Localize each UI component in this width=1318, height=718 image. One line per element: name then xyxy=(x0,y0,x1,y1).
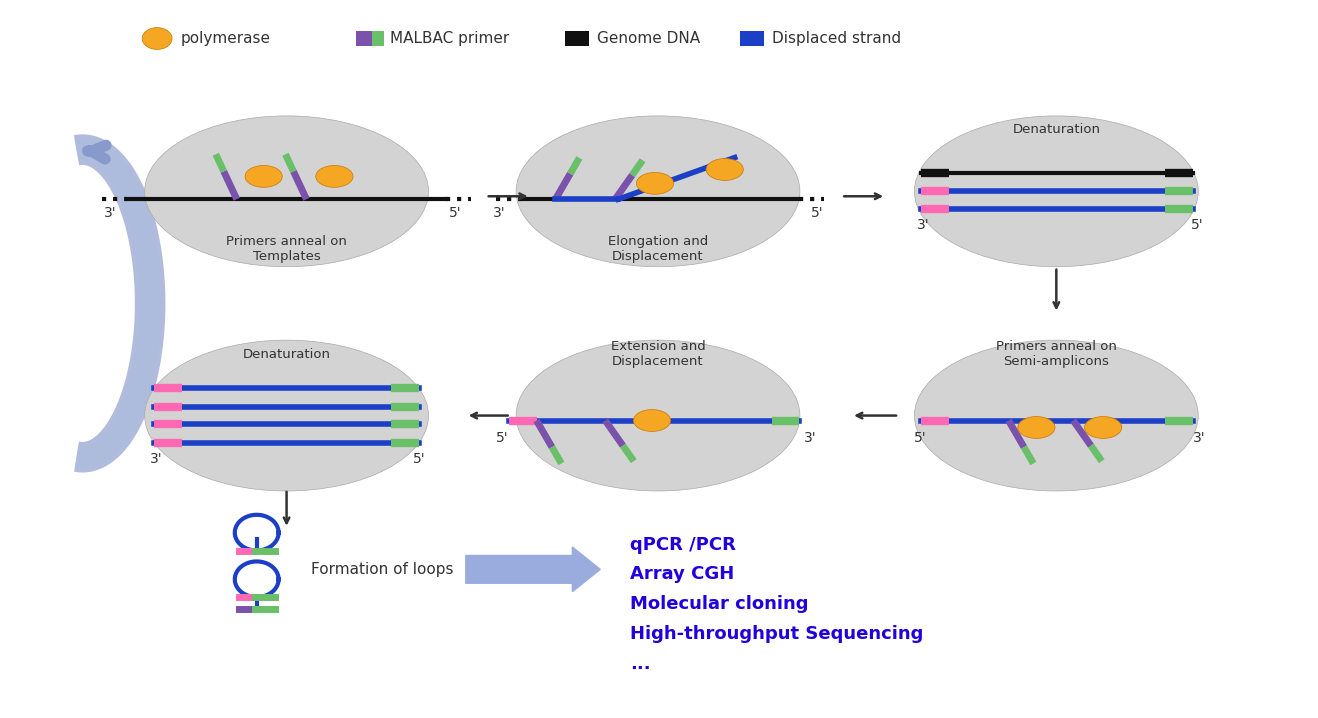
Ellipse shape xyxy=(517,340,800,491)
Text: High-throughput Sequencing: High-throughput Sequencing xyxy=(630,625,924,643)
Text: Array CGH: Array CGH xyxy=(630,565,734,583)
Text: 3': 3' xyxy=(493,206,505,220)
Text: 5': 5' xyxy=(913,432,927,445)
Ellipse shape xyxy=(145,340,428,491)
Text: Primers anneal on
Templates: Primers anneal on Templates xyxy=(227,235,347,263)
Text: 5': 5' xyxy=(413,452,426,466)
Text: MALBAC primer: MALBAC primer xyxy=(390,31,509,46)
Text: 5': 5' xyxy=(812,206,824,220)
Text: Molecular cloning: Molecular cloning xyxy=(630,595,809,613)
Text: Denaturation: Denaturation xyxy=(1012,123,1101,136)
Ellipse shape xyxy=(142,27,173,50)
Ellipse shape xyxy=(915,340,1198,491)
Ellipse shape xyxy=(706,159,743,180)
FancyBboxPatch shape xyxy=(372,31,384,46)
FancyBboxPatch shape xyxy=(565,31,589,46)
Text: 3': 3' xyxy=(917,218,929,232)
Text: 3': 3' xyxy=(804,432,817,445)
Text: Elongation and
Displacement: Elongation and Displacement xyxy=(608,235,708,263)
Ellipse shape xyxy=(1085,416,1122,439)
Ellipse shape xyxy=(316,166,353,187)
Text: Primers anneal on
Semi-amplicons: Primers anneal on Semi-amplicons xyxy=(996,340,1116,368)
Ellipse shape xyxy=(634,409,671,432)
Text: qPCR /PCR: qPCR /PCR xyxy=(630,536,735,554)
Ellipse shape xyxy=(245,166,282,187)
Text: 5': 5' xyxy=(449,206,461,220)
Ellipse shape xyxy=(1017,416,1054,439)
FancyArrow shape xyxy=(465,547,600,592)
Ellipse shape xyxy=(517,116,800,266)
Ellipse shape xyxy=(637,172,673,195)
Text: Displaced strand: Displaced strand xyxy=(771,31,900,46)
Text: 3': 3' xyxy=(1193,432,1206,445)
FancyBboxPatch shape xyxy=(356,31,372,46)
Text: 3': 3' xyxy=(150,452,163,466)
Text: 5': 5' xyxy=(1190,218,1203,232)
Text: 3': 3' xyxy=(104,206,117,220)
Ellipse shape xyxy=(145,116,428,266)
Text: ...: ... xyxy=(630,655,651,673)
FancyBboxPatch shape xyxy=(739,31,763,46)
Text: Denaturation: Denaturation xyxy=(243,348,331,360)
Text: Formation of loops: Formation of loops xyxy=(311,562,453,577)
Text: Extension and
Displacement: Extension and Displacement xyxy=(610,340,705,368)
Ellipse shape xyxy=(915,116,1198,266)
Text: Genome DNA: Genome DNA xyxy=(597,31,700,46)
Text: polymerase: polymerase xyxy=(181,31,272,46)
Text: 5': 5' xyxy=(496,432,509,445)
